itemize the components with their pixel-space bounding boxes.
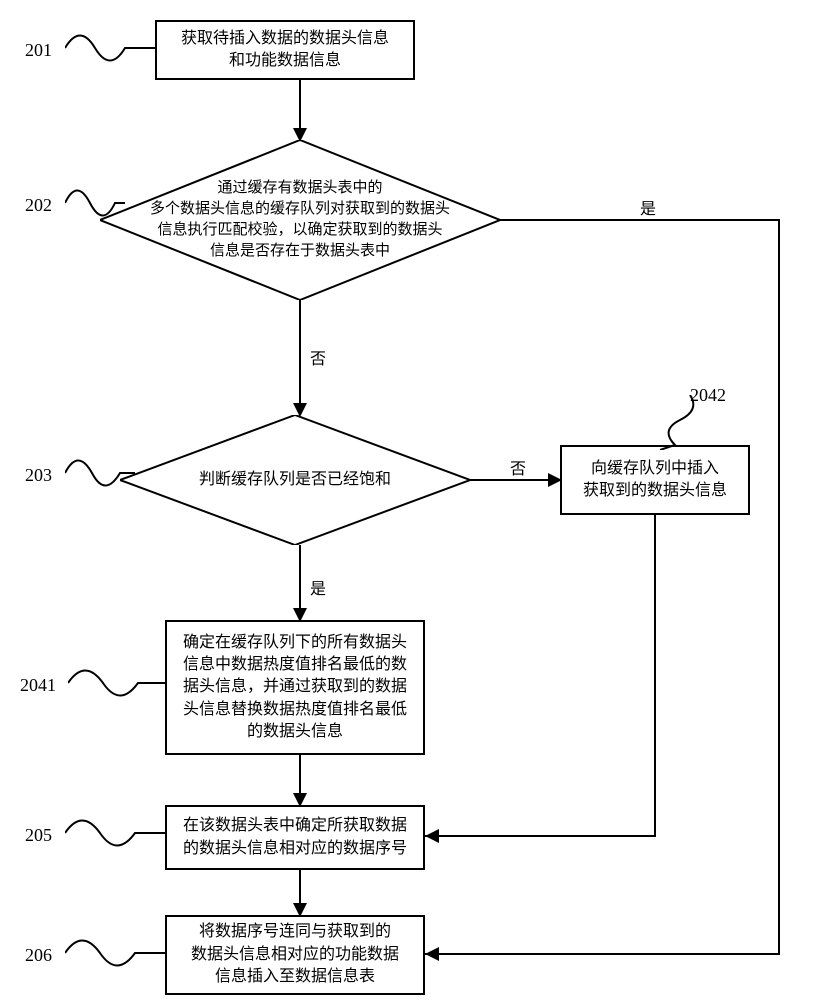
edge-202-yes-v (778, 219, 780, 955)
node-201: 获取待插入数据的数据头信息和功能数据信息 (155, 20, 415, 80)
squiggle-205 (65, 813, 165, 853)
edge-2042-v (654, 515, 656, 837)
node-2042-text: 向缓存队列中插入获取到的数据头信息 (583, 458, 727, 503)
step-label-205: 205 (25, 825, 52, 846)
squiggle-2042 (640, 395, 700, 450)
node-2041-text: 确定在缓存队列下的所有数据头信息中数据热度值排名最低的数据头信息，并通过获取到的… (183, 632, 407, 744)
edge-2042-h (425, 835, 656, 837)
squiggle-201 (65, 28, 155, 68)
step-label-203: 203 (25, 465, 52, 486)
arrow-head-202-206 (425, 947, 439, 961)
label-yes-202: 是 (640, 195, 656, 219)
squiggle-203 (65, 453, 135, 493)
node-2042: 向缓存队列中插入获取到的数据头信息 (560, 445, 750, 515)
label-no-203: 否 (510, 455, 526, 479)
step-label-202: 202 (25, 195, 52, 216)
edge-2041-205 (299, 755, 301, 795)
squiggle-2041 (68, 663, 165, 703)
node-203-text: 判断缓存队列是否已经饱和 (199, 469, 391, 491)
arrow-201-202 (299, 80, 301, 130)
node-206: 将数据序号连同与获取到的数据头信息相对应的功能数据信息插入至数据信息表 (165, 915, 425, 995)
edge-202-yes-h2 (425, 953, 780, 955)
squiggle-202 (65, 183, 125, 223)
node-206-text: 将数据序号连同与获取到的数据头信息相对应的功能数据信息插入至数据信息表 (191, 921, 399, 988)
node-202: 通过缓存有数据头表中的多个数据头信息的缓存队列对获取到的数据头信息执行匹配校验，… (100, 140, 500, 300)
edge-205-206 (299, 870, 301, 905)
label-yes-203: 是 (310, 575, 326, 599)
squiggle-206 (65, 933, 165, 973)
node-205: 在该数据头表中确定所获取数据的数据头信息相对应的数据序号 (165, 805, 425, 870)
flowchart: 获取待插入数据的数据头信息和功能数据信息 201 通过缓存有数据头表中的多个数据… (0, 0, 819, 1000)
node-202-text: 通过缓存有数据头表中的多个数据头信息的缓存队列对获取到的数据头信息执行匹配校验，… (150, 178, 450, 262)
node-203: 判断缓存队列是否已经饱和 (120, 415, 470, 545)
edge-202-yes-h (500, 219, 780, 221)
step-label-2041: 2041 (20, 675, 56, 696)
edge-203-yes (299, 545, 301, 610)
step-label-201: 201 (25, 40, 52, 61)
node-201-text: 获取待插入数据的数据头信息和功能数据信息 (181, 28, 389, 73)
edge-203-no (470, 479, 550, 481)
label-no-202: 否 (310, 345, 326, 369)
node-2041: 确定在缓存队列下的所有数据头信息中数据热度值排名最低的数据头信息，并通过获取到的… (165, 620, 425, 755)
node-205-text: 在该数据头表中确定所获取数据的数据头信息相对应的数据序号 (183, 815, 407, 860)
edge-202-no (299, 300, 301, 405)
arrow-head-2042-205 (425, 829, 439, 843)
step-label-206: 206 (25, 945, 52, 966)
